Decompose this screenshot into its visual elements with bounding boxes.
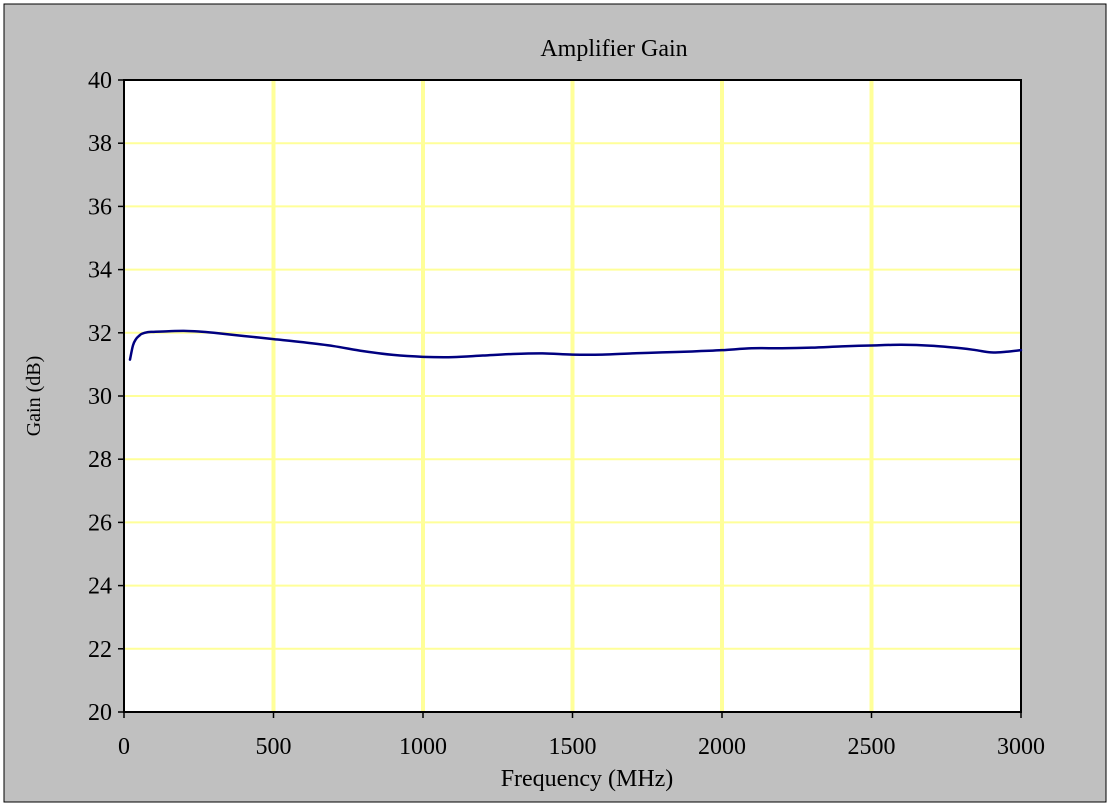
x-tick-label: 1500 bbox=[549, 734, 597, 760]
y-tick-label: 30 bbox=[88, 384, 112, 410]
y-tick-label: 34 bbox=[88, 258, 112, 284]
y-tick-label: 20 bbox=[88, 700, 112, 726]
y-axis-label: Gain (dB) bbox=[23, 356, 45, 437]
y-tick-label: 38 bbox=[88, 131, 112, 157]
y-tick-label: 32 bbox=[88, 321, 112, 347]
x-axis-label: Frequency (MHz) bbox=[501, 766, 674, 792]
y-tick-label: 28 bbox=[88, 447, 112, 473]
chart-title: Amplifier Gain bbox=[540, 36, 687, 62]
y-tick-label: 26 bbox=[88, 510, 112, 536]
x-tick-label: 1000 bbox=[399, 734, 447, 760]
x-tick-label: 2500 bbox=[848, 734, 896, 760]
y-tick-label: 22 bbox=[88, 637, 112, 663]
y-tick-label: 40 bbox=[88, 68, 112, 94]
x-tick-label: 3000 bbox=[997, 734, 1045, 760]
y-tick-label: 36 bbox=[88, 194, 112, 220]
x-tick-label: 2000 bbox=[698, 734, 746, 760]
x-tick-label: 500 bbox=[256, 734, 292, 760]
x-tick-label: 0 bbox=[118, 734, 130, 760]
y-tick-label: 24 bbox=[88, 574, 112, 600]
